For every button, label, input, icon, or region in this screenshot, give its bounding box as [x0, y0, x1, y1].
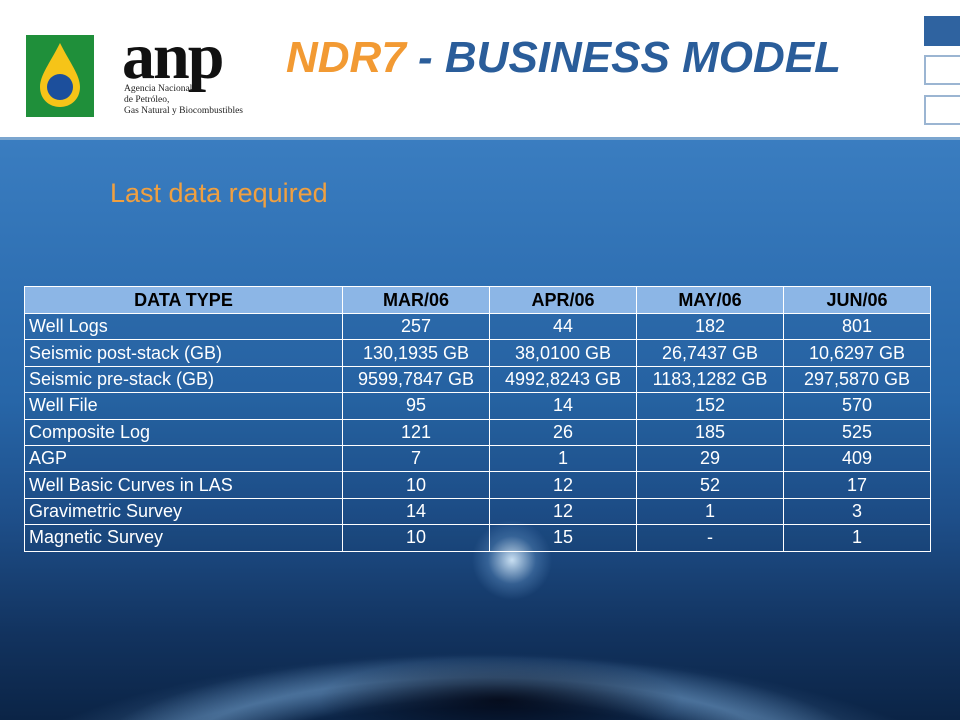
- value-cell: 7: [342, 444, 490, 473]
- title-text: - BUSINESS MODEL: [405, 33, 841, 82]
- row-label-cell: Well Logs: [24, 312, 343, 341]
- value-cell: -: [636, 524, 784, 552]
- value-cell: 4992,8243 GB: [489, 365, 637, 394]
- row-label-cell: Well File: [24, 392, 343, 420]
- column-header: JUN/06: [783, 286, 931, 314]
- row-label-cell: AGP: [24, 444, 343, 473]
- column-header: APR/06: [489, 286, 637, 314]
- value-cell: 182: [636, 312, 784, 341]
- column-header: MAR/06: [342, 286, 490, 314]
- slide-header: anp Agencia Nacional de Petróleo, Gas Na…: [0, 0, 960, 140]
- value-cell: 130,1935 GB: [342, 339, 490, 367]
- value-cell: 1: [636, 497, 784, 526]
- value-cell: 257: [342, 312, 490, 341]
- value-cell: 14: [489, 392, 637, 420]
- anp-logo-text: anp: [122, 20, 224, 93]
- value-cell: 1183,1282 GB: [636, 365, 784, 394]
- column-header: MAY/06: [636, 286, 784, 314]
- value-cell: 409: [783, 444, 931, 473]
- value-cell: 38,0100 GB: [489, 339, 637, 367]
- value-cell: 17: [783, 471, 931, 499]
- data-table: DATA TYPE MAR/06 APR/06 MAY/06 JUN/06 We…: [24, 286, 931, 552]
- value-cell: 152: [636, 392, 784, 420]
- value-cell: 10,6297 GB: [783, 339, 931, 367]
- title-project: NDR7: [286, 33, 406, 82]
- row-label-cell: Seismic pre-stack (GB): [24, 365, 343, 394]
- table-row: Well Logs 257 44 182 801: [24, 312, 931, 341]
- value-cell: 26,7437 GB: [636, 339, 784, 367]
- decorative-square: [924, 55, 960, 85]
- table-row: AGP 7 1 29 409: [24, 444, 931, 473]
- row-label-cell: Seismic post-stack (GB): [24, 339, 343, 367]
- value-cell: 1: [783, 524, 931, 552]
- table-header-row: DATA TYPE MAR/06 APR/06 MAY/06 JUN/06: [24, 286, 931, 314]
- slide-subtitle: Last data required: [110, 178, 328, 208]
- value-cell: 44: [489, 312, 637, 341]
- row-label-cell: Well Basic Curves in LAS: [24, 471, 343, 499]
- decorative-square: [924, 95, 960, 125]
- value-cell: 12: [489, 471, 637, 499]
- value-cell: 297,5870 GB: [783, 365, 931, 394]
- value-cell: 29: [636, 444, 784, 473]
- value-cell: 95: [342, 392, 490, 420]
- value-cell: 185: [636, 418, 784, 446]
- value-cell: 9599,7847 GB: [342, 365, 490, 394]
- table-row: Well Basic Curves in LAS 10 12 52 17: [24, 471, 931, 499]
- row-label-cell: Magnetic Survey: [24, 524, 343, 552]
- table-row: Seismic post-stack (GB) 130,1935 GB 38,010…: [24, 339, 931, 367]
- value-cell: 12: [489, 497, 637, 526]
- value-cell: 801: [783, 312, 931, 341]
- value-cell: 15: [489, 524, 637, 552]
- table-row: Seismic pre-stack (GB) 9599,7847 GB 4992,8…: [24, 365, 931, 394]
- column-header: DATA TYPE: [24, 286, 343, 314]
- value-cell: 570: [783, 392, 931, 420]
- value-cell: 52: [636, 471, 784, 499]
- value-cell: 525: [783, 418, 931, 446]
- row-label-cell: Composite Log: [24, 418, 343, 446]
- value-cell: 14: [342, 497, 490, 526]
- value-cell: 3: [783, 497, 931, 526]
- table-row: Composite Log 121 26 185 525: [24, 418, 931, 446]
- table-row: Magnetic Survey 10 15-1: [24, 524, 931, 552]
- row-label-cell: Gravimetric Survey: [24, 497, 343, 526]
- table-row: Gravimetric Survey 14 12 1 3: [24, 497, 931, 526]
- anp-logo-icon: [26, 35, 94, 117]
- slide-title: NDR7 - BUSINESS MODEL: [286, 36, 841, 80]
- anp-logo-subtitle: Agencia Nacional de Petróleo, Gas Natura…: [124, 84, 243, 116]
- value-cell: 121: [342, 418, 490, 446]
- value-cell: 26: [489, 418, 637, 446]
- value-cell: 1: [489, 444, 637, 473]
- value-cell: 10: [342, 471, 490, 499]
- value-cell: 10: [342, 524, 490, 552]
- decorative-square: [924, 16, 960, 46]
- table-row: Well File 95 14 152 570: [24, 392, 931, 420]
